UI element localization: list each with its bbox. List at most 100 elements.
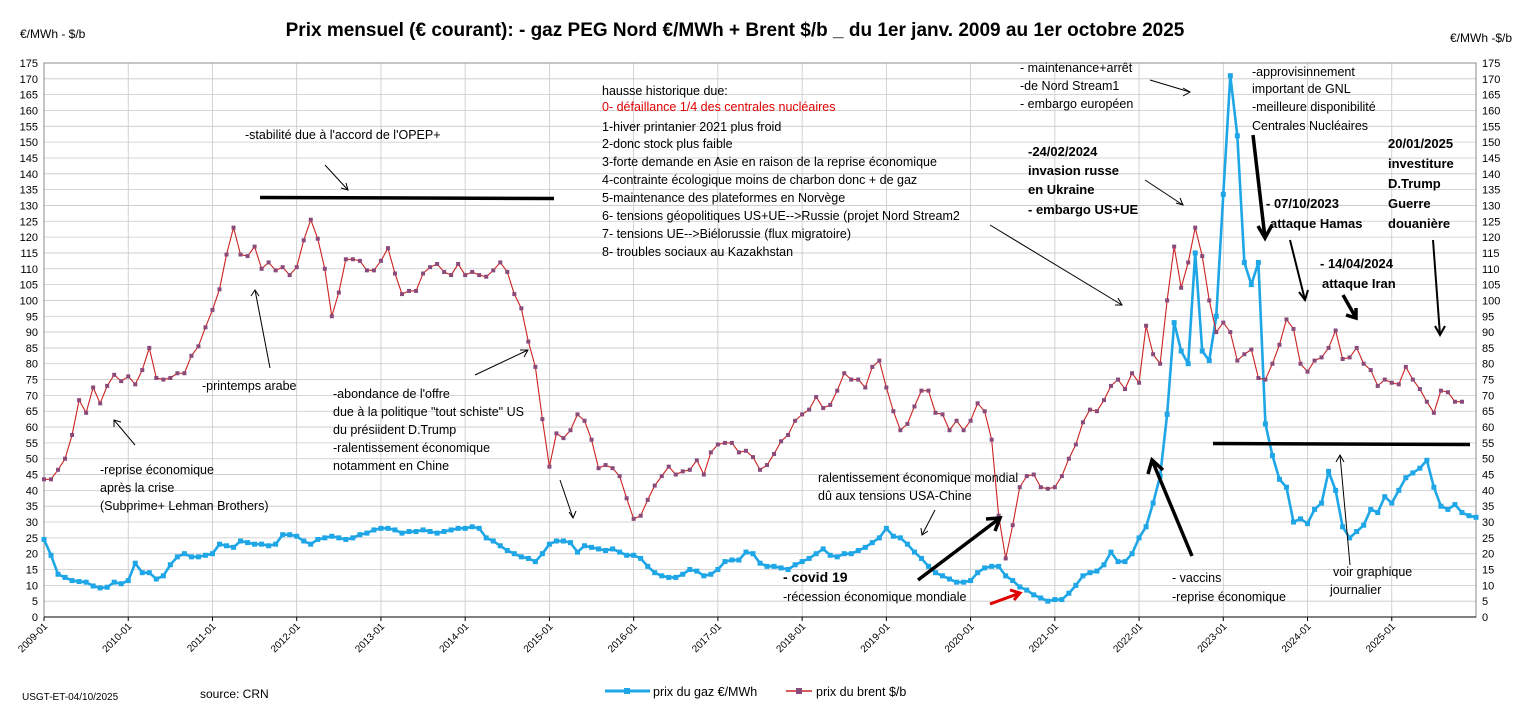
y-tick-label-right: 120 <box>1482 232 1500 244</box>
data-point-1 <box>210 307 215 312</box>
annotation-abondance: -abondance de l'offre due à la politique… <box>333 387 524 473</box>
y-tick-label-right: 165 <box>1482 90 1500 102</box>
y-tick-label-right: 60 <box>1482 422 1494 434</box>
data-point-1 <box>1312 358 1317 363</box>
data-point-0 <box>610 546 616 552</box>
annotation-journalier: voir graphique journalier <box>1329 565 1412 597</box>
data-point-1 <box>652 483 657 488</box>
data-point-0 <box>1129 551 1135 557</box>
annotation-historic: hausse historique due: 0- défaillance 1/… <box>602 84 960 259</box>
y-tick-label-left: 135 <box>20 185 38 197</box>
y-tick-label-right: 75 <box>1482 375 1494 387</box>
annotation-opep: -stabilité due à l'accord de l'OPEP+ <box>245 128 441 142</box>
reprise-line-2: (Subprime+ Lehman Brothers) <box>100 499 268 513</box>
y-tick-label-right: 5 <box>1482 596 1488 608</box>
reprise-line-0: -reprise économique <box>100 463 214 477</box>
y-tick-label-right: 0 <box>1482 612 1488 624</box>
data-point-0 <box>876 535 882 541</box>
data-point-0 <box>1038 595 1044 601</box>
data-point-1 <box>961 428 966 433</box>
data-point-0 <box>862 544 868 550</box>
y-tick-label-left: 110 <box>20 264 38 276</box>
data-point-1 <box>933 410 938 415</box>
data-point-0 <box>659 573 665 579</box>
data-point-0 <box>329 533 335 539</box>
opep-bar <box>259 195 555 201</box>
data-point-1 <box>940 412 945 417</box>
historic-item-1: 1-hiver printanier 2021 plus froid <box>602 120 781 134</box>
trump-arrow <box>1432 239 1441 336</box>
data-point-0 <box>820 546 826 552</box>
data-point-0 <box>1375 510 1381 516</box>
data-point-0 <box>1115 559 1121 565</box>
y-tick-label-right: 95 <box>1482 311 1494 323</box>
data-point-1 <box>638 513 643 518</box>
y-tick-label-right: 10 <box>1482 580 1494 592</box>
data-point-1 <box>336 290 341 295</box>
y-tick-label-right: 115 <box>1482 248 1500 260</box>
y-tick-label-left: 10 <box>26 580 38 592</box>
iran-line-0: - 14/04/2024 <box>1320 256 1394 271</box>
data-point-1 <box>161 377 166 382</box>
annotation-ralentissement: ralentissement économique mondial dû aux… <box>818 471 1018 503</box>
y-tick-label-left: 30 <box>26 517 38 529</box>
data-point-0 <box>231 544 237 550</box>
data-point-0 <box>160 573 166 579</box>
iran-line-1: attaque Iran <box>1322 276 1396 291</box>
axes <box>43 62 1477 621</box>
legend: prix du gaz €/MWh prix du brent $/b <box>605 685 906 699</box>
data-point-1 <box>968 418 973 423</box>
data-point-0 <box>1080 573 1086 579</box>
data-point-0 <box>364 530 370 536</box>
data-point-1 <box>793 418 798 423</box>
data-point-0 <box>167 562 173 568</box>
data-point-1 <box>1403 364 1408 369</box>
data-point-1 <box>449 273 454 278</box>
data-point-0 <box>132 560 138 566</box>
hamas-line-1: attaque Hamas <box>1270 216 1362 231</box>
data-point-0 <box>932 570 938 576</box>
journalier-pointer <box>1339 454 1351 566</box>
y-tick-label-left: 15 <box>26 565 38 577</box>
data-point-1 <box>863 385 868 390</box>
data-point-0 <box>680 571 686 577</box>
data-point-0 <box>799 559 805 565</box>
data-point-1 <box>1375 383 1380 388</box>
historic-item-4: 4-contrainte écologique moins de charbon… <box>602 173 917 187</box>
data-point-0 <box>546 541 552 547</box>
data-point-0 <box>245 540 251 546</box>
annotation-vaccins: - vaccins -reprise économique <box>1172 571 1286 604</box>
data-point-1 <box>400 292 404 297</box>
data-point-1 <box>315 236 320 241</box>
annotation-arrows <box>113 79 1471 606</box>
data-point-0 <box>673 574 679 580</box>
data-point-1 <box>371 268 376 273</box>
data-point-0 <box>83 579 89 585</box>
data-point-1 <box>821 406 826 411</box>
data-point-1 <box>575 412 580 417</box>
data-point-0 <box>202 552 208 558</box>
data-point-1 <box>1045 486 1050 491</box>
hamas-line-0: - 07/10/2023 <box>1266 196 1339 211</box>
y-tick-label-left: 115 <box>20 248 38 260</box>
chart-title: Prix mensuel (€ courant): - gaz PEG Nord… <box>286 20 1185 41</box>
data-point-1 <box>280 265 285 270</box>
data-point-1 <box>392 271 397 276</box>
data-point-0 <box>504 548 510 554</box>
data-point-0 <box>1319 500 1325 506</box>
abondance-pointer-2 <box>559 479 574 519</box>
data-point-1 <box>1038 485 1043 490</box>
y-tick-label-left: 75 <box>26 375 38 387</box>
data-point-1 <box>694 458 699 463</box>
data-point-1 <box>259 266 264 271</box>
data-point-0 <box>1459 510 1465 516</box>
y-ticks-right: 0 5 10 15 20 25 30 35 40 45 50 55 60 65 70 75 80 85 90 95 10… <box>1482 58 1500 624</box>
y-tick-label-right: 90 <box>1482 327 1494 339</box>
y-tick-label-left: 35 <box>26 501 38 513</box>
data-point-1 <box>1116 377 1120 382</box>
data-point-0 <box>848 551 854 557</box>
data-point-0 <box>518 554 524 560</box>
data-point-1 <box>77 398 82 403</box>
data-point-1 <box>378 258 383 263</box>
annotation-trump: 20/01/2025 investiture D.Trump Guerre do… <box>1388 136 1454 231</box>
